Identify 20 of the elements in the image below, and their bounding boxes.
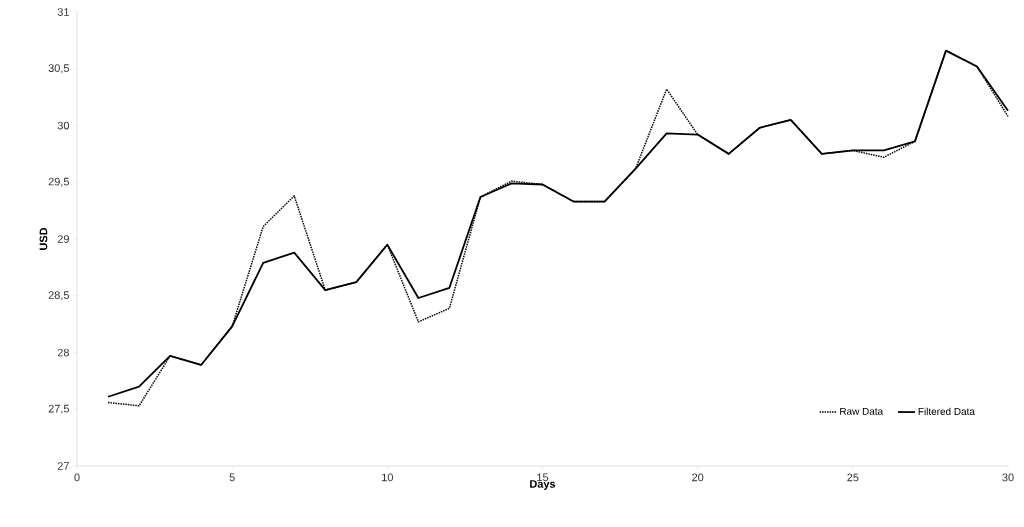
y-axis-title: USD [39,227,48,250]
y-tick-label: 31 [57,8,69,16]
y-tick-label: 28 [57,348,69,357]
x-axis-title: Days [530,480,556,490]
legend-label: Filtered Data [918,407,975,416]
x-tick-label: 30 [1002,473,1014,482]
y-tick-label: 29 [57,235,69,243]
x-tick-label: 25 [847,473,859,482]
x-tick-label: 10 [382,473,393,482]
legend-label: Raw Data [840,407,884,415]
y-tick-label: 30,5 [48,64,70,74]
y-tick-label: 27 [57,462,69,470]
x-tick-label: 20 [692,473,704,482]
y-tick-label: 30 [57,121,70,130]
y-tick-label: 27,5 [48,404,70,414]
x-tick-label: 5 [229,473,235,482]
x-tick-label: 15 [537,473,549,482]
y-tick-label: 29,5 [48,177,70,187]
x-tick-label: 0 [74,473,80,482]
y-tick-label: 28,5 [48,291,70,301]
